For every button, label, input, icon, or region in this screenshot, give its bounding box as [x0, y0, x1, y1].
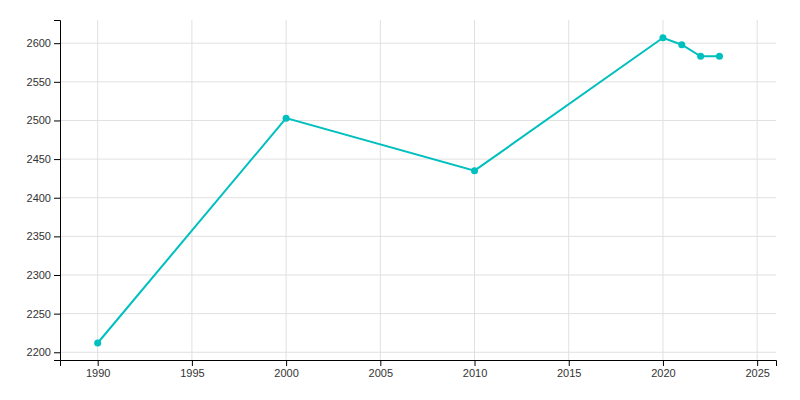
point: [678, 41, 685, 48]
tick: 2400: [27, 192, 60, 204]
tick-mark: [54, 236, 60, 237]
tick-label: 2200: [27, 346, 51, 358]
grid-line: [60, 81, 776, 82]
tick-label: 1995: [180, 367, 204, 379]
tick: 1995: [180, 360, 204, 379]
tick-mark: [54, 82, 60, 83]
tick: 2005: [369, 360, 393, 379]
tick-label: 2550: [27, 76, 51, 88]
tick: 2020: [651, 360, 675, 379]
tick: 2350: [27, 230, 60, 242]
grid-line: [286, 20, 287, 360]
tick-label: 2350: [27, 230, 51, 242]
tick-label: 2000: [274, 367, 298, 379]
tick-label: 2020: [651, 367, 675, 379]
chart: 1990 1995 2000 2005 2010 2015 2020 2025 2200 2250…: [0, 0, 800, 400]
tick-mark: [380, 360, 381, 366]
grid-line: [60, 120, 776, 121]
point: [659, 34, 666, 41]
tick-label: 2250: [27, 308, 51, 320]
tick-label: 2025: [745, 367, 769, 379]
axis-line: [54, 21, 61, 361]
tick-label: 2005: [369, 367, 393, 379]
grid-line: [60, 352, 776, 353]
grid-line: [662, 20, 663, 360]
point: [716, 53, 723, 60]
grid-line: [60, 43, 776, 44]
grid-line: [757, 20, 758, 360]
grid-line: [97, 20, 98, 360]
tick-mark: [54, 275, 60, 276]
tick: 2010: [463, 360, 487, 379]
grid-line: [380, 20, 381, 360]
tick: 2200: [27, 346, 60, 358]
tick-label: 2600: [27, 37, 51, 49]
point: [283, 115, 290, 122]
axis-line: [61, 361, 777, 367]
tick: 1990: [86, 360, 110, 379]
line: [98, 38, 720, 343]
tick-mark: [54, 43, 60, 44]
tick: 2600: [27, 37, 60, 49]
tick-label: 2015: [557, 367, 581, 379]
point: [697, 53, 704, 60]
tick: 2000: [274, 360, 298, 379]
y-axis: 2200 2250 2300 2350 2400 2450 2500 2550 2600: [27, 21, 61, 361]
tick-mark: [192, 360, 193, 366]
grid-line: [60, 197, 776, 198]
grid-line: [191, 20, 192, 360]
tick-mark: [98, 360, 99, 366]
x-axis: 1990 1995 2000 2005 2010 2015 2020 2025: [61, 360, 777, 379]
marks: [94, 34, 723, 346]
tick: 2300: [27, 269, 60, 281]
tick-label: 1990: [86, 367, 110, 379]
tick-label: 2400: [27, 192, 51, 204]
tick-mark: [757, 360, 758, 366]
tick-mark: [54, 198, 60, 199]
tick: 2250: [27, 308, 60, 320]
tick-mark: [475, 360, 476, 366]
tick-mark: [663, 360, 664, 366]
tick: 2550: [27, 76, 60, 88]
tick-mark: [569, 360, 570, 366]
grid-line: [474, 20, 475, 360]
tick-label: 2300: [27, 269, 51, 281]
grid-line: [60, 313, 776, 314]
tick-mark: [286, 360, 287, 366]
grid-line: [568, 20, 569, 360]
grid-line: [60, 159, 776, 160]
point: [471, 167, 478, 174]
point: [94, 340, 101, 347]
grid-line: [60, 275, 776, 276]
tick-mark: [54, 314, 60, 315]
tick: 2015: [557, 360, 581, 379]
plot-area: 1990 1995 2000 2005 2010 2015 2020 2025 2200 2250…: [27, 20, 777, 379]
tick-mark: [54, 159, 60, 160]
tick: 2450: [27, 153, 60, 165]
grid-line: [60, 236, 776, 237]
tick-mark: [54, 352, 60, 353]
tick: 2500: [27, 114, 60, 126]
tick-mark: [54, 120, 60, 121]
tick: 2025: [745, 360, 769, 379]
tick-label: 2010: [463, 367, 487, 379]
tick-label: 2450: [27, 153, 51, 165]
grid: [60, 20, 776, 360]
tick-label: 2500: [27, 114, 51, 126]
